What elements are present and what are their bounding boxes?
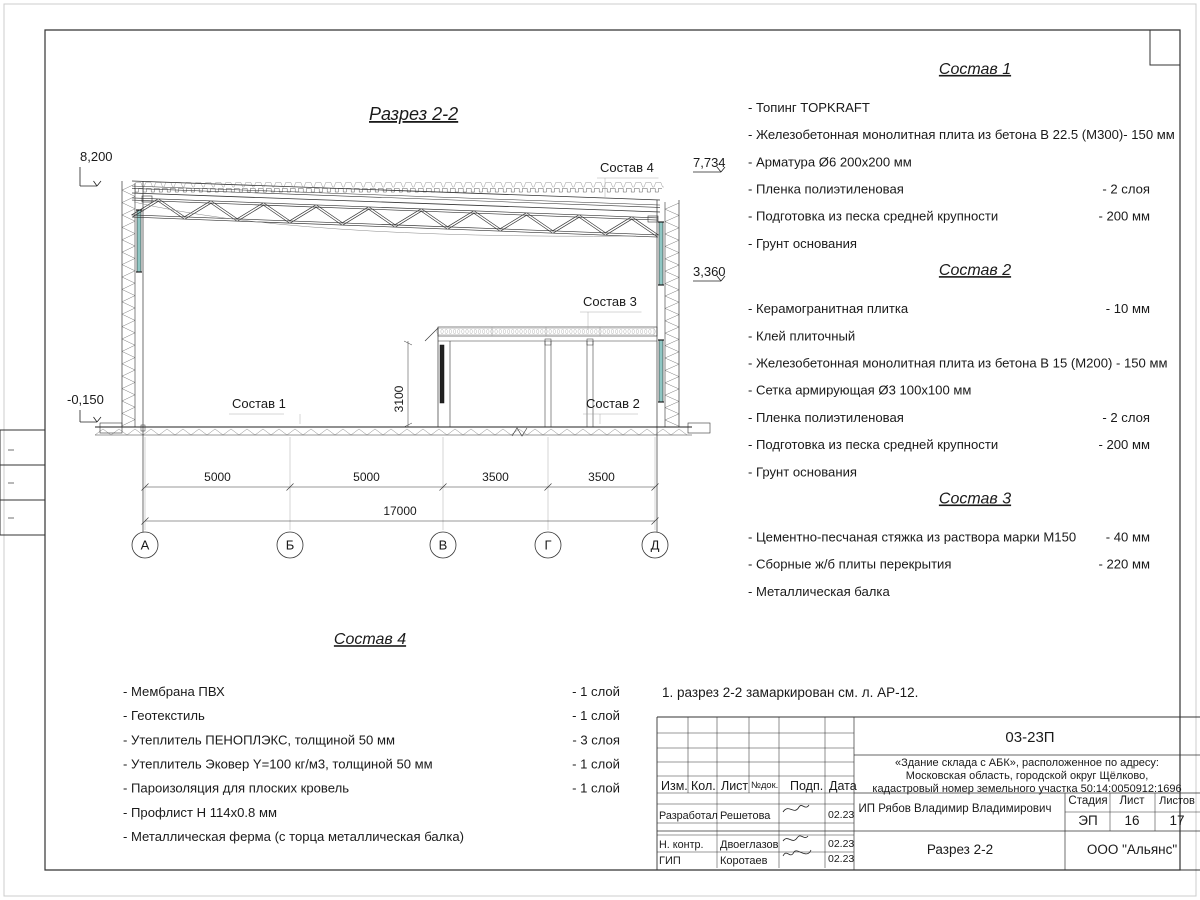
svg-text:Изм.: Изм. [661,779,688,793]
svg-text:Н. контр.: Н. контр. [659,839,704,851]
svg-text:- Железобетонная монолитная п: - Железобетонная монолитная плита из бет… [748,127,1175,142]
svg-text:5000: 5000 [353,470,380,484]
svg-text:- Керамогранитная плитка: - Керамогранитная плитка [748,301,909,316]
svg-text:Разрез 2-2: Разрез 2-2 [369,104,458,124]
svg-text:- Пленка полиэтиленовая: - Пленка полиэтиленовая [748,410,904,425]
svg-text:16: 16 [1124,813,1139,828]
svg-text:Двоеглазов: Двоеглазов [720,839,779,851]
svg-text:Состав 4: Состав 4 [334,631,406,648]
svg-text:17000: 17000 [383,504,417,518]
svg-text:03-23П: 03-23П [1005,729,1054,746]
svg-text:Лист: Лист [1120,795,1146,807]
svg-text:- Утеплитель ПЕНОПЛЭКС, толщин: - Утеплитель ПЕНОПЛЭКС, толщиной 50 мм [123,732,395,747]
svg-text:- Геотекстиль: - Геотекстиль [123,708,205,723]
svg-text:Коротаев: Коротаев [720,855,768,867]
svg-text:02.23: 02.23 [828,853,854,865]
svg-text:Московская область, городской: Московская область, городской округ Щёлк… [906,770,1149,782]
svg-text:№док.: №док. [751,780,778,790]
svg-text:-0,150: -0,150 [67,392,104,407]
svg-text:- Грунт основания: - Грунт основания [748,464,857,479]
svg-text:- Пароизоляция для плоских кро: - Пароизоляция для плоских кровель [123,781,349,796]
svg-text:02.23: 02.23 [828,809,854,821]
svg-text:Состав 1: Состав 1 [939,61,1011,78]
svg-text:- 200 мм: - 200 мм [1099,209,1151,224]
svg-text:3500: 3500 [482,470,509,484]
svg-text:Д: Д [651,538,660,553]
svg-text:- 40 мм: - 40 мм [1106,530,1150,545]
svg-text:Состав 2: Состав 2 [586,396,640,411]
svg-text:- Подготовка из песка средней: - Подготовка из песка средней крупности [748,437,998,452]
svg-text:В: В [439,538,448,553]
svg-text:7,734: 7,734 [693,155,726,170]
svg-text:кадастровый номер земельного у: кадастровый номер земельного участка 50:… [872,783,1181,795]
svg-text:02.23: 02.23 [828,838,854,850]
svg-text:- Железобетонная монолитная п: - Железобетонная монолитная плита из бет… [748,356,1167,371]
svg-text:- 1 слой: - 1 слой [572,781,620,796]
svg-text:«Здание склада с АБК», располо: «Здание склада с АБК», расположенное по … [895,757,1159,769]
svg-text:Состав 3: Состав 3 [583,294,637,309]
svg-text:- 2 слоя: - 2 слоя [1102,182,1150,197]
svg-text:- Пленка полиэтиленовая: - Пленка полиэтиленовая [748,182,904,197]
svg-text:- Сборные ж/б плиты перекрытия: - Сборные ж/б плиты перекрытия [748,557,951,572]
svg-text:Лист: Лист [721,779,748,793]
svg-text:- Утеплитель Эковер Y=100 кг/м: - Утеплитель Эковер Y=100 кг/м3, толщино… [123,757,433,772]
svg-text:Дата: Дата [829,779,857,793]
svg-text:Состав 1: Состав 1 [232,396,286,411]
svg-text:3100: 3100 [392,385,406,412]
svg-text:ООО "Альянс": ООО "Альянс" [1087,842,1177,857]
svg-text:Состав 4: Состав 4 [600,160,654,175]
svg-text:- Профлист Н 114х0.8 мм: - Профлист Н 114х0.8 мм [123,805,277,820]
svg-text:Г: Г [544,538,551,553]
svg-text:- Клей плиточный: - Клей плиточный [748,328,855,343]
svg-text:8,200: 8,200 [80,149,113,164]
svg-text:- Подготовка из песка средней: - Подготовка из песка средней крупности [748,209,998,224]
svg-text:- 10 мм: - 10 мм [1106,301,1150,316]
svg-text:А: А [141,538,150,553]
svg-text:Состав 2: Состав 2 [939,262,1011,279]
svg-text:1. разрез 2-2 замаркирован см.: 1. разрез 2-2 замаркирован см. л. АР-12. [662,685,918,700]
svg-text:- 200 мм: - 200 мм [1099,437,1151,452]
svg-text:Листов: Листов [1159,795,1195,807]
svg-text:- Сетка армирующая Ø3 100х100: - Сетка армирующая Ø3 100х100 мм [748,383,971,398]
svg-text:ЭП: ЭП [1078,813,1097,828]
svg-text:Б: Б [286,538,295,553]
svg-text:- Арматура Ø6 200х200 мм: - Арматура Ø6 200х200 мм [748,154,912,169]
svg-text:- Металлическая ферма (с торца: - Металлическая ферма (с торца металличе… [123,829,464,844]
svg-text:3,360: 3,360 [693,264,726,279]
svg-text:Подп.: Подп. [790,779,823,793]
svg-text:5000: 5000 [204,470,231,484]
svg-text:- 1 слой: - 1 слой [572,757,620,772]
svg-text:- 3 слоя: - 3 слоя [572,732,620,747]
svg-text:- Топинг TOPKRAFT: - Топинг TOPKRAFT [748,100,870,115]
svg-text:ИП Рябов Владимир Владимирович: ИП Рябов Владимир Владимирович [859,803,1052,815]
svg-text:Состав 3: Состав 3 [939,491,1011,508]
svg-text:17: 17 [1169,813,1184,828]
svg-text:Кол.: Кол. [691,779,716,793]
svg-text:- 220 мм: - 220 мм [1099,557,1151,572]
svg-text:Решетова: Решетова [720,810,771,822]
svg-text:- Металлическая балка: - Металлическая балка [748,584,890,599]
svg-text:- Цементно-песчаная стяжка из: - Цементно-песчаная стяжка из раствора м… [748,530,1076,545]
svg-text:- 1 слой: - 1 слой [572,708,620,723]
svg-text:- 2 слоя: - 2 слоя [1102,410,1150,425]
svg-text:- 1 слой: - 1 слой [572,684,620,699]
svg-text:Разрез 2-2: Разрез 2-2 [927,842,993,857]
svg-text:Стадия: Стадия [1068,795,1107,807]
svg-text:- Грунт основания: - Грунт основания [748,236,857,251]
svg-text:Разработал: Разработал [659,810,718,822]
svg-text:- Мембрана ПВХ: - Мембрана ПВХ [123,684,225,699]
svg-text:3500: 3500 [588,470,615,484]
svg-text:ГИП: ГИП [659,855,681,867]
